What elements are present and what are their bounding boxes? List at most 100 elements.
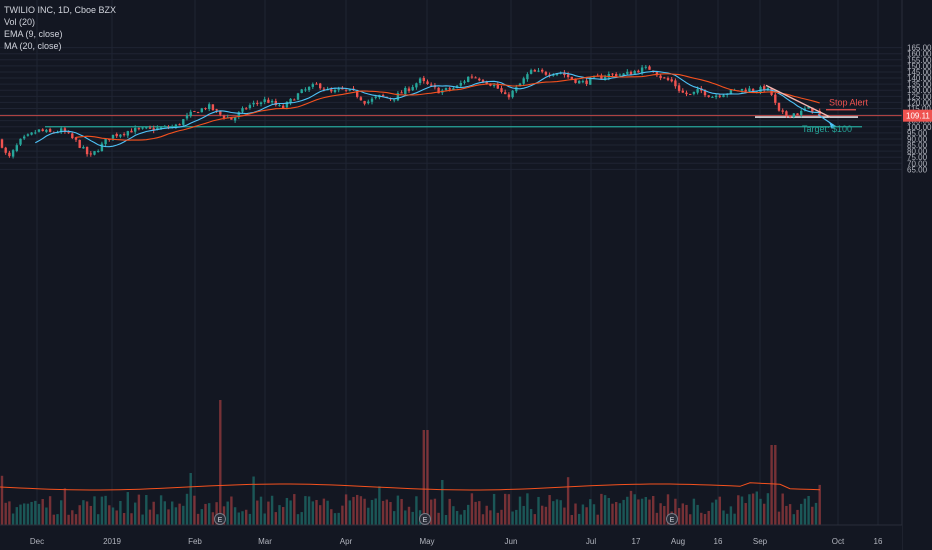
volume-bar (489, 510, 492, 525)
volume-bar (441, 479, 444, 525)
candle-body (674, 80, 677, 87)
y-tick-label: 155.00 (907, 56, 932, 65)
volume-bar (196, 513, 200, 525)
volume-bar (141, 514, 144, 525)
candle-body (19, 138, 22, 145)
candle-body (518, 83, 522, 87)
volume-bar (34, 500, 37, 525)
candle-body (97, 151, 100, 153)
candle-body (533, 70, 536, 72)
candle-body (707, 95, 710, 97)
candle-body (193, 111, 196, 113)
y-tick-label: 130.00 (907, 86, 932, 95)
candle-body (570, 76, 573, 80)
candle-body (219, 111, 222, 115)
volume-bar (770, 445, 773, 525)
volume-bar (718, 496, 721, 525)
candle-body (492, 84, 496, 86)
candle-body (333, 89, 337, 93)
volume-bar (481, 514, 485, 525)
volume-bar (193, 495, 196, 525)
volume-bar (526, 493, 529, 525)
volume-bar (737, 495, 740, 525)
time-axis-bg (0, 525, 902, 550)
candle-body (648, 66, 651, 70)
volume-bar (137, 494, 141, 525)
volume-bar (393, 511, 396, 525)
volume-bar (777, 511, 781, 525)
volume-bar (230, 496, 233, 525)
candle-body (677, 85, 681, 91)
candle-body (156, 127, 159, 130)
y-tick-label: 70.00 (907, 159, 928, 168)
candle-body (729, 89, 733, 94)
chart-grid (0, 0, 902, 525)
price-axis-bg (902, 0, 932, 550)
volume-bar (426, 430, 429, 525)
candle-body (515, 87, 518, 92)
x-tick-label: Jul (586, 537, 596, 546)
candle-body (781, 110, 784, 112)
candle-body (611, 73, 614, 75)
candle-body (285, 102, 289, 108)
volume-bar (344, 494, 348, 525)
candle-body (174, 124, 178, 128)
candle-body (152, 128, 155, 131)
volume-bar (733, 513, 736, 525)
y-tick-label: 160.00 (907, 50, 932, 59)
volume-bar (30, 501, 33, 525)
volume-bar (563, 507, 566, 525)
candle-body (807, 106, 810, 109)
candle-body (541, 69, 544, 72)
volume-bar (659, 503, 662, 525)
candle-body (474, 77, 477, 79)
candle-body (259, 102, 263, 105)
candle-body (182, 119, 185, 125)
candle-body (322, 88, 326, 90)
candle-body (422, 77, 425, 82)
volume-bar (807, 495, 810, 525)
candle-body (93, 151, 96, 155)
candle-body (252, 102, 255, 105)
candle-body (4, 147, 7, 153)
candle-body (48, 129, 52, 132)
y-tick-label: 135.00 (907, 80, 932, 89)
candle-body (507, 94, 511, 98)
candle-body (670, 79, 673, 82)
volume-bar (611, 503, 614, 525)
legend-ma: MA (20, close) (4, 41, 62, 51)
candle-body (759, 86, 762, 93)
candle-body (63, 128, 67, 132)
volume-bar (637, 499, 640, 525)
volume-bar (788, 504, 792, 525)
volume-bar (4, 502, 7, 525)
volume-bar (570, 514, 573, 525)
candle-body (763, 86, 766, 91)
volume-bar (430, 499, 433, 525)
candle-body (448, 88, 451, 90)
volume-bar (615, 501, 618, 525)
volume-bar (304, 496, 307, 525)
candle-body (692, 91, 696, 94)
candle-body (8, 152, 11, 157)
candle-body (511, 90, 514, 98)
current-price-badge-label: 109.11 (906, 112, 930, 121)
volume-bar (603, 495, 607, 525)
x-tick-label: Dec (30, 537, 44, 546)
candle-body (818, 110, 821, 115)
earnings-icon (214, 513, 226, 525)
volume-bar (585, 507, 588, 525)
candle-body (196, 111, 200, 114)
volume-bar (592, 504, 596, 525)
candle-body (407, 88, 411, 91)
y-tick-label: 65.00 (907, 165, 928, 174)
volume-bar (82, 500, 85, 525)
volume-bar (648, 499, 651, 525)
candle-body (104, 138, 107, 145)
moving-averages (35, 70, 820, 148)
y-tick-label: 95.00 (907, 129, 928, 138)
volume-bar (330, 509, 333, 525)
candle-body (34, 132, 37, 134)
volume-bar (233, 507, 237, 525)
candle-body (100, 143, 104, 152)
